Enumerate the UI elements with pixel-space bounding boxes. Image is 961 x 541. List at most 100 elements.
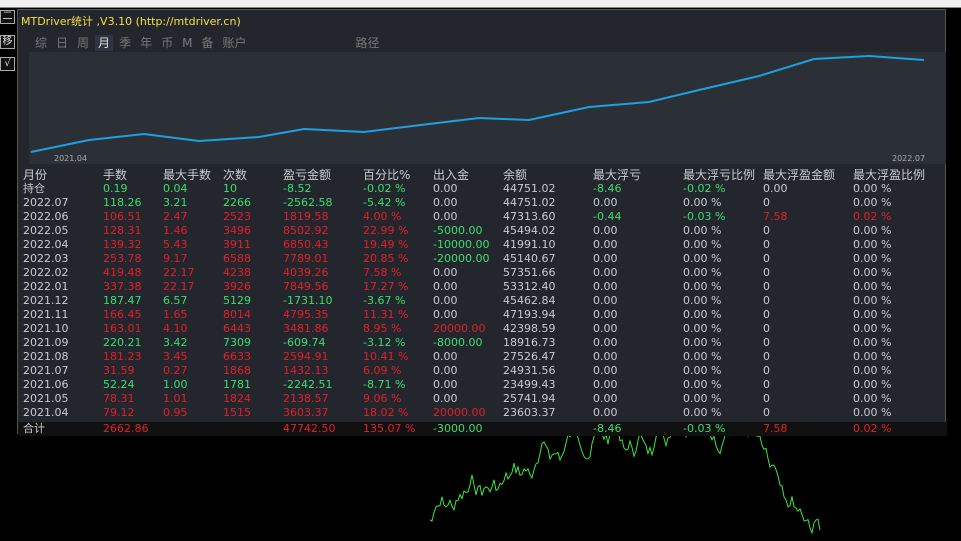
cell: 0.00 (433, 378, 458, 391)
cell: 18.02 % (363, 406, 409, 419)
panel-title: MTDriver统计 ,V3.10 (http://mtdriver.cn) (21, 15, 241, 28)
cell: 0 (763, 252, 770, 265)
cell: 7789.01 (283, 252, 329, 265)
left-button-3[interactable]: √ (0, 57, 15, 71)
left-button-2[interactable]: 移 (0, 35, 15, 49)
cell: 1781 (223, 378, 251, 391)
table-row: 2021.05 78.31 1.01 1824 2138.57 9.06 % 0.00 257… (18, 392, 947, 406)
cell: 月份 (23, 168, 48, 182)
cell: -8.46 (593, 182, 622, 195)
cell: 22.99 % (363, 224, 409, 237)
table-row: 持仓 0.19 0.04 10 -8.52 -0.02 % 0.00 44751.02 -8.4… (18, 182, 947, 196)
table-row: 2022.04 139.32 5.43 3911 6850.43 19.49 % -1000… (18, 238, 947, 252)
cell: 3926 (223, 280, 251, 293)
cell: 5129 (223, 294, 251, 307)
tab-8[interactable]: 备 (201, 36, 214, 50)
cell: 7.58 (763, 210, 788, 223)
cell: 2021.08 (23, 350, 69, 363)
cell: -5000.00 (433, 224, 483, 237)
cell: 0.00 (593, 224, 618, 237)
cell: 7309 (223, 336, 251, 349)
cell: 0.00 (763, 182, 788, 195)
cell: 0.00 (593, 294, 618, 307)
cell: 20000.00 (433, 406, 486, 419)
table-row: 2021.10 163.01 4.10 6443 3481.86 8.95 % 20000.… (18, 322, 947, 336)
cell: 3.42 (163, 336, 188, 349)
cell: 0.00 % (683, 308, 722, 321)
chart-x-end-label: 2022.07 (892, 154, 926, 163)
cell: 166.45 (103, 308, 142, 321)
cell: 41991.10 (503, 238, 556, 251)
cell: 47742.50 (283, 422, 336, 435)
cell: 2022.04 (23, 238, 69, 251)
cell: -0.03 % (683, 422, 726, 435)
cell: 8014 (223, 308, 251, 321)
cell: -20000.00 (433, 252, 490, 265)
cell: 118.26 (103, 196, 142, 209)
cell: 0 (763, 196, 770, 209)
tab-3[interactable]: 月 (95, 35, 114, 51)
cell: 0.00 (593, 350, 618, 363)
tab-10[interactable]: 路径 (355, 36, 380, 50)
cell: 0.00 (593, 196, 618, 209)
cell: 6.09 % (363, 364, 402, 377)
cell: 0 (763, 280, 770, 293)
cell: 0.00 (433, 280, 458, 293)
cell: 2022.06 (23, 210, 69, 223)
cell: 2662.86 (103, 422, 149, 435)
cell: 百分比% (363, 168, 411, 182)
cell: -3.67 % (363, 294, 406, 307)
cell: 20000.00 (433, 322, 486, 335)
cell: -0.02 % (683, 182, 726, 195)
cell: 44751.02 (503, 196, 556, 209)
cell: 0 (763, 294, 770, 307)
tab-1[interactable]: 日 (56, 36, 69, 50)
tab-2[interactable]: 周 (77, 36, 90, 50)
cell: 139.32 (103, 238, 142, 251)
cell: 4.10 (163, 322, 188, 335)
cell: 0.00 (433, 182, 458, 195)
cell: 3481.86 (283, 322, 329, 335)
tab-9[interactable]: 账户 (222, 36, 247, 50)
tab-7[interactable]: M (182, 36, 193, 50)
cell: 0.00 (433, 294, 458, 307)
table-row: 2022.01 337.38 22.17 3926 7849.56 17.27 % 0.00… (18, 280, 947, 294)
cell: 4039.26 (283, 266, 329, 279)
cell: 4795.35 (283, 308, 329, 321)
cell: 0.00 (593, 280, 618, 293)
equity-chart (29, 52, 946, 164)
cell: 0.00 % (853, 350, 892, 363)
tab-6[interactable]: 币 (161, 36, 174, 50)
left-button-1[interactable]: 二 (0, 10, 15, 24)
cell: 79.12 (103, 406, 135, 419)
cell: 31.59 (103, 364, 135, 377)
cell: 2138.57 (283, 392, 329, 405)
cell: 0.00 % (853, 308, 892, 321)
cell: 0.00 (593, 252, 618, 265)
cell: 手数 (103, 168, 128, 182)
cell: 0.00 (433, 266, 458, 279)
cell: 盈亏金额 (283, 168, 332, 182)
cell: -8000.00 (433, 336, 483, 349)
cell: 3.21 (163, 196, 188, 209)
cell: 2022.07 (23, 196, 69, 209)
cell: 1.01 (163, 392, 188, 405)
cell: 最大浮盈比例 (853, 168, 926, 182)
cell: 2266 (223, 196, 251, 209)
cell: 24931.56 (503, 364, 556, 377)
cell: 合计 (23, 422, 45, 435)
cell: 2021.04 (23, 406, 69, 419)
cell: 52.24 (103, 378, 135, 391)
tab-5[interactable]: 年 (140, 36, 153, 50)
tab-4[interactable]: 季 (119, 36, 132, 50)
cell: 0.00 % (683, 294, 722, 307)
cell: -8.71 % (363, 378, 406, 391)
cell: -3000.00 (433, 422, 483, 435)
cell: -10000.00 (433, 238, 490, 251)
cell: 2022.05 (23, 224, 69, 237)
cell: 2594.91 (283, 350, 329, 363)
cell: 0 (763, 322, 770, 335)
cell: 0 (763, 364, 770, 377)
tab-0[interactable]: 综 (35, 36, 48, 50)
cell: 2.47 (163, 210, 188, 223)
